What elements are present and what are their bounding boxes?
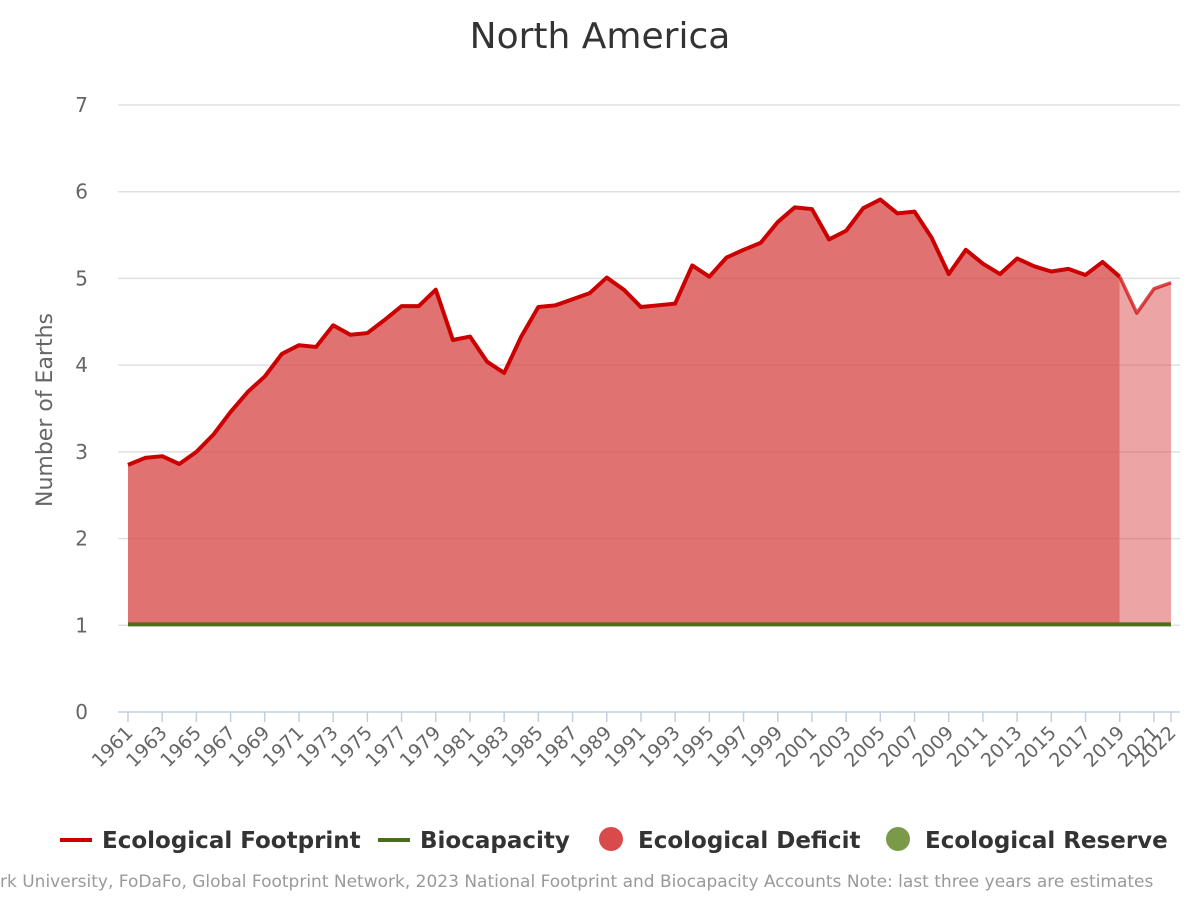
footprint-line bbox=[127, 197, 1122, 467]
deficit-area-estimated bbox=[1119, 276, 1171, 625]
y-tick-label: 2 bbox=[75, 527, 88, 551]
chart-title: North America bbox=[470, 16, 731, 57]
legend-dot-swatch bbox=[599, 827, 623, 851]
y-tick-label: 5 bbox=[75, 266, 88, 290]
y-tick-label: 0 bbox=[75, 700, 88, 724]
legend-label: Ecological Deficit bbox=[638, 828, 860, 854]
legend-dot-swatch bbox=[886, 827, 910, 851]
footer-credits: rk University, FoDaFo, Global Footprint … bbox=[0, 872, 1200, 892]
legend-label: Ecological Reserve bbox=[925, 828, 1168, 854]
footprint-line-estimated bbox=[1118, 275, 1172, 315]
y-tick-label: 1 bbox=[75, 613, 88, 637]
y-tick-label: 6 bbox=[75, 180, 88, 204]
deficit-area-measured bbox=[128, 199, 1120, 625]
legend-item[interactable]: Ecological Reserve bbox=[886, 827, 1168, 854]
legend-item[interactable]: Ecological Deficit bbox=[599, 827, 860, 854]
footer-text: rk University, FoDaFo, Global Footprint … bbox=[0, 872, 1154, 892]
legend-item[interactable]: Biocapacity bbox=[378, 828, 570, 854]
legend: Ecological Footprint Biocapacity Ecologica… bbox=[60, 827, 1168, 854]
y-tick-label: 3 bbox=[75, 440, 88, 464]
y-axis-title: Number of Earths bbox=[33, 313, 58, 507]
legend-label: Ecological Footprint bbox=[102, 828, 361, 854]
legend-label: Biocapacity bbox=[420, 828, 570, 854]
y-axis: 0 1 2 3 4 5 6 7 bbox=[75, 93, 88, 724]
series-lines bbox=[127, 197, 1172, 627]
deficit-area bbox=[128, 199, 1171, 625]
y-tick-label: 4 bbox=[75, 353, 88, 377]
y-tick-label: 7 bbox=[75, 93, 88, 117]
legend-item[interactable]: Ecological Footprint bbox=[60, 828, 361, 854]
x-axis: 1961196319651967196919711973197519771979… bbox=[88, 711, 1181, 772]
